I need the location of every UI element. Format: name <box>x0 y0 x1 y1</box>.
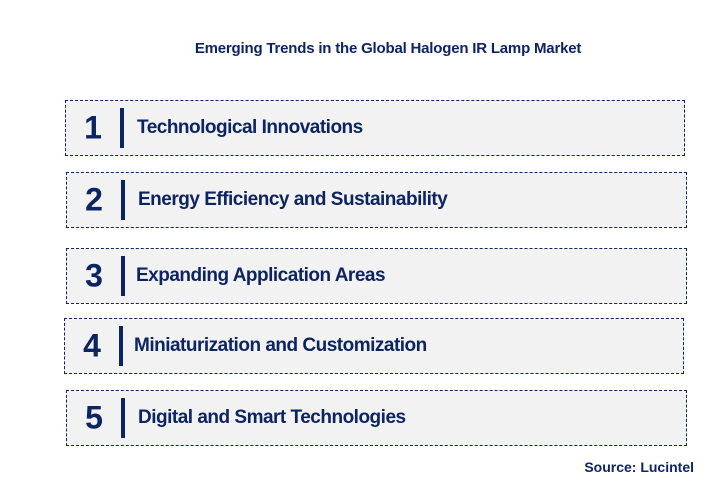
divider-bar <box>119 326 123 366</box>
trend-label: Miniaturization and Customization <box>134 335 427 356</box>
trend-item-3: 3 Expanding Application Areas <box>66 248 687 304</box>
trend-item-2: 2 Energy Efficiency and Sustainability <box>66 172 687 228</box>
trend-label: Expanding Application Areas <box>136 265 386 286</box>
trend-number: 3 <box>85 257 103 294</box>
diagram-title: Emerging Trends in the Global Halogen IR… <box>194 40 582 57</box>
trend-item-5: 5 Digital and Smart Technologies <box>66 390 687 446</box>
divider-bar <box>121 398 125 438</box>
divider-bar <box>121 180 125 220</box>
divider-bar <box>121 256 125 296</box>
divider-bar <box>120 108 124 148</box>
trend-number: 5 <box>85 399 103 436</box>
trend-label: Digital and Smart Technologies <box>138 407 406 428</box>
trend-label: Energy Efficiency and Sustainability <box>138 189 448 210</box>
trend-item-1: 1 Technological Innovations <box>65 100 685 156</box>
trend-number: 1 <box>84 109 102 146</box>
trend-label: Technological Innovations <box>137 117 363 138</box>
trend-number: 4 <box>83 327 101 364</box>
trend-item-4: 4 Miniaturization and Customization <box>64 318 684 374</box>
source-label: Source: Lucintel <box>584 459 694 475</box>
trend-number: 2 <box>85 181 103 218</box>
